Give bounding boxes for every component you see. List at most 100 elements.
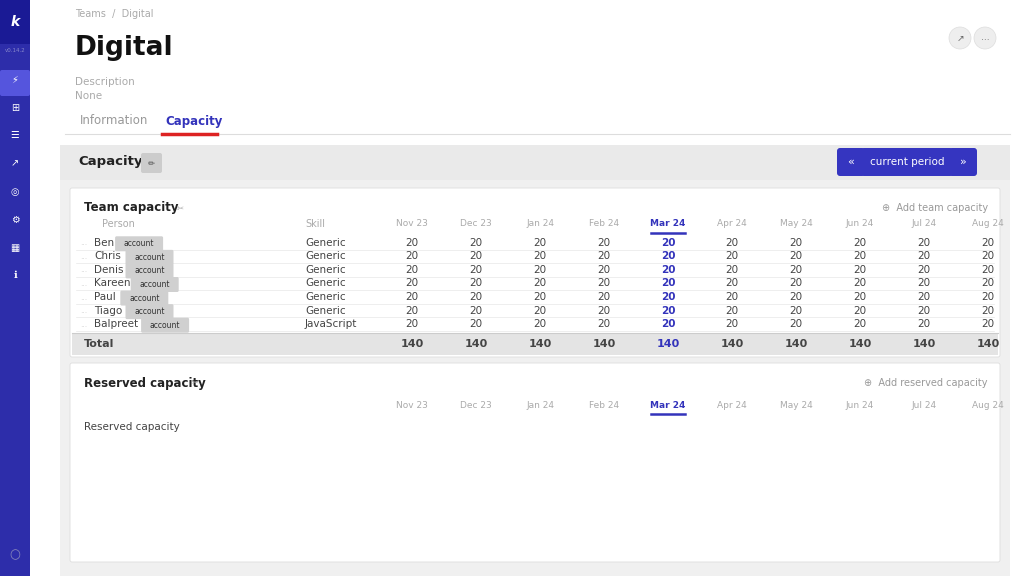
Text: 20: 20 <box>790 279 803 289</box>
Text: ⊞: ⊞ <box>11 103 19 113</box>
Text: Description: Description <box>75 77 135 87</box>
Text: account: account <box>134 253 165 262</box>
Text: 20: 20 <box>534 238 547 248</box>
Text: ✏: ✏ <box>147 158 155 168</box>
Text: ⊕  Add reserved capacity: ⊕ Add reserved capacity <box>864 378 988 388</box>
Text: Paul: Paul <box>94 292 116 302</box>
Text: 20: 20 <box>790 265 803 275</box>
Text: Capacity: Capacity <box>78 156 142 169</box>
Text: 20: 20 <box>918 251 931 262</box>
Text: 20: 20 <box>406 279 419 289</box>
Text: Generic: Generic <box>305 265 346 275</box>
Text: 20: 20 <box>981 306 994 316</box>
Text: Tiago: Tiago <box>94 306 122 316</box>
Text: 140: 140 <box>848 339 871 349</box>
Text: ↗: ↗ <box>956 33 964 43</box>
Text: 20: 20 <box>469 319 482 329</box>
Text: 20: 20 <box>853 292 866 302</box>
Text: 20: 20 <box>534 251 547 262</box>
Text: 20: 20 <box>853 306 866 316</box>
Text: ...: ... <box>981 33 989 43</box>
Text: 20: 20 <box>725 319 738 329</box>
Text: 20: 20 <box>918 292 931 302</box>
Text: account: account <box>150 321 180 329</box>
Text: 20: 20 <box>534 306 547 316</box>
Text: 20: 20 <box>981 251 994 262</box>
Text: 20: 20 <box>469 251 482 262</box>
Text: 20: 20 <box>660 238 675 248</box>
Text: Kareen: Kareen <box>94 279 130 289</box>
Circle shape <box>974 27 996 49</box>
Text: Skill: Skill <box>305 219 325 229</box>
Text: 20: 20 <box>660 251 675 262</box>
Text: 20: 20 <box>534 292 547 302</box>
Text: v0.14.2: v0.14.2 <box>5 47 26 52</box>
Text: Nov 23: Nov 23 <box>396 400 428 410</box>
Text: 20: 20 <box>597 251 610 262</box>
Text: ...: ... <box>80 293 87 302</box>
Text: Jan 24: Jan 24 <box>526 219 554 229</box>
Text: 20: 20 <box>853 279 866 289</box>
Text: Apr 24: Apr 24 <box>717 219 746 229</box>
Text: Generic: Generic <box>305 306 346 316</box>
Text: Generic: Generic <box>305 292 346 302</box>
Text: Jul 24: Jul 24 <box>911 400 937 410</box>
Text: 20: 20 <box>853 251 866 262</box>
Text: 20: 20 <box>853 265 866 275</box>
Text: Generic: Generic <box>305 251 346 262</box>
Text: Chris: Chris <box>94 251 121 262</box>
Bar <box>72 333 998 355</box>
Text: Aug 24: Aug 24 <box>972 219 1004 229</box>
Text: 140: 140 <box>784 339 808 349</box>
Text: ⚡: ⚡ <box>11 75 18 85</box>
Text: 20: 20 <box>597 265 610 275</box>
Text: ◎: ◎ <box>10 187 19 197</box>
Text: 20: 20 <box>597 319 610 329</box>
Text: account: account <box>139 280 170 289</box>
FancyBboxPatch shape <box>115 236 163 251</box>
Text: ℹ: ℹ <box>13 270 16 280</box>
Text: Information: Information <box>80 115 148 127</box>
Text: Digital: Digital <box>75 35 174 61</box>
Bar <box>0 0 30 44</box>
FancyBboxPatch shape <box>837 148 865 176</box>
Text: Reserved capacity: Reserved capacity <box>84 422 180 432</box>
Text: ...: ... <box>80 320 87 329</box>
Text: ✂: ✂ <box>177 203 184 213</box>
FancyBboxPatch shape <box>126 263 173 278</box>
Text: 20: 20 <box>790 251 803 262</box>
Bar <box>60 145 1010 576</box>
Text: Feb 24: Feb 24 <box>589 400 620 410</box>
Text: ...: ... <box>80 266 87 274</box>
Text: Ben: Ben <box>94 238 114 248</box>
Text: 20: 20 <box>790 292 803 302</box>
Text: 20: 20 <box>853 319 866 329</box>
Text: 20: 20 <box>660 306 675 316</box>
Text: 20: 20 <box>469 238 482 248</box>
Text: 20: 20 <box>469 279 482 289</box>
Text: 20: 20 <box>981 279 994 289</box>
Text: 20: 20 <box>981 238 994 248</box>
FancyBboxPatch shape <box>141 318 189 333</box>
Text: 20: 20 <box>725 265 738 275</box>
Text: 20: 20 <box>725 279 738 289</box>
Text: 20: 20 <box>981 319 994 329</box>
Text: 140: 140 <box>528 339 552 349</box>
Text: 20: 20 <box>790 319 803 329</box>
Text: 20: 20 <box>534 319 547 329</box>
Text: 20: 20 <box>918 319 931 329</box>
Text: Apr 24: Apr 24 <box>717 400 746 410</box>
FancyBboxPatch shape <box>141 153 162 173</box>
Text: Nov 23: Nov 23 <box>396 219 428 229</box>
Text: ▦: ▦ <box>10 243 19 253</box>
Text: 140: 140 <box>976 339 999 349</box>
Text: 20: 20 <box>853 238 866 248</box>
Text: ⊕  Add team capacity: ⊕ Add team capacity <box>882 203 988 213</box>
Text: 20: 20 <box>406 319 419 329</box>
Text: 20: 20 <box>981 292 994 302</box>
FancyBboxPatch shape <box>70 188 1000 357</box>
Text: 140: 140 <box>592 339 615 349</box>
Text: Total: Total <box>84 339 115 349</box>
Bar <box>0 0 30 576</box>
Text: 20: 20 <box>469 306 482 316</box>
